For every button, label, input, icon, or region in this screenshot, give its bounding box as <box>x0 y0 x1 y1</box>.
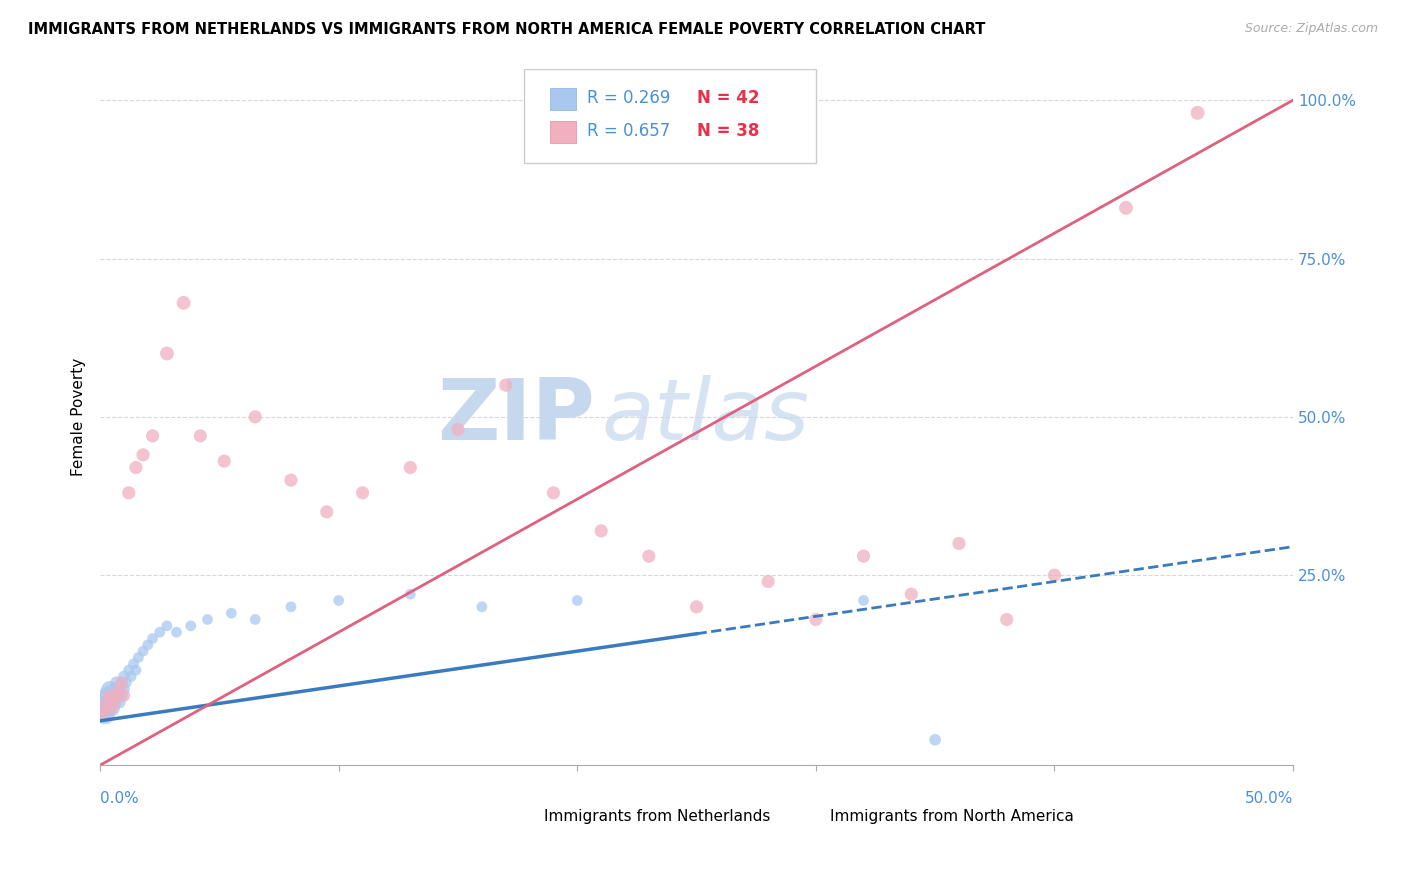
Point <box>112 689 135 703</box>
Point <box>804 613 827 627</box>
Point <box>685 599 707 614</box>
Point <box>127 650 149 665</box>
Text: R = 0.269: R = 0.269 <box>586 89 671 107</box>
Point <box>91 701 114 715</box>
Point <box>180 619 202 633</box>
Point <box>756 574 779 589</box>
Point <box>94 701 117 715</box>
Point <box>447 423 470 437</box>
Point <box>96 695 118 709</box>
Point <box>96 689 118 703</box>
Point <box>125 663 148 677</box>
Point <box>280 599 302 614</box>
Point <box>1043 568 1066 582</box>
FancyBboxPatch shape <box>792 807 823 827</box>
Point <box>543 486 565 500</box>
Point <box>900 587 922 601</box>
Point <box>567 593 589 607</box>
Point <box>315 505 337 519</box>
Point <box>101 689 124 703</box>
Point <box>637 549 659 564</box>
Point <box>188 429 211 443</box>
Point <box>132 448 155 462</box>
Text: N = 42: N = 42 <box>696 89 759 107</box>
Point <box>122 657 145 671</box>
FancyBboxPatch shape <box>523 69 815 162</box>
Point <box>136 638 159 652</box>
Point <box>1115 201 1137 215</box>
Point <box>1187 106 1209 120</box>
Point <box>245 409 267 424</box>
Point <box>91 707 114 722</box>
Point <box>166 625 188 640</box>
Point <box>156 619 179 633</box>
Point <box>495 378 517 392</box>
Text: atlas: atlas <box>602 376 808 458</box>
Point <box>108 682 131 697</box>
FancyBboxPatch shape <box>550 120 576 143</box>
Point <box>149 625 172 640</box>
Text: Immigrants from North America: Immigrants from North America <box>830 809 1074 824</box>
Y-axis label: Female Poverty: Female Poverty <box>72 358 86 476</box>
Point <box>212 454 235 468</box>
Point <box>142 632 165 646</box>
Point <box>98 695 121 709</box>
Point <box>591 524 613 538</box>
Point <box>105 689 128 703</box>
Point <box>103 695 125 709</box>
Point <box>118 486 141 500</box>
Point <box>852 549 875 564</box>
Text: Source: ZipAtlas.com: Source: ZipAtlas.com <box>1244 22 1378 36</box>
Point <box>110 689 132 703</box>
Point <box>471 599 494 614</box>
Point <box>852 593 875 607</box>
Point <box>115 675 138 690</box>
Point <box>112 669 135 683</box>
Point <box>328 593 350 607</box>
Point <box>197 613 219 627</box>
Text: ZIP: ZIP <box>437 376 595 458</box>
Point <box>173 296 195 310</box>
Point <box>105 689 128 703</box>
Point <box>399 460 422 475</box>
Point <box>103 695 125 709</box>
Point <box>108 682 131 697</box>
Point <box>101 701 124 715</box>
Point <box>105 675 128 690</box>
Point <box>103 682 125 697</box>
Text: Immigrants from Netherlands: Immigrants from Netherlands <box>544 809 770 824</box>
Point <box>118 663 141 677</box>
Point <box>110 675 132 690</box>
Point <box>924 732 946 747</box>
Point <box>96 701 118 715</box>
Point <box>110 675 132 690</box>
Point <box>245 613 267 627</box>
Point <box>98 689 121 703</box>
Point <box>132 644 155 658</box>
Point <box>142 429 165 443</box>
Point <box>120 669 142 683</box>
Text: 0.0%: 0.0% <box>100 791 139 806</box>
Text: N = 38: N = 38 <box>696 122 759 140</box>
Text: 50.0%: 50.0% <box>1244 791 1294 806</box>
Point <box>280 473 302 487</box>
Point <box>94 707 117 722</box>
Text: R = 0.657: R = 0.657 <box>586 122 671 140</box>
Point <box>98 682 121 697</box>
FancyBboxPatch shape <box>550 88 576 111</box>
Point <box>352 486 374 500</box>
Point <box>948 536 970 550</box>
Point <box>995 613 1018 627</box>
Point <box>101 701 124 715</box>
Point <box>94 695 117 709</box>
FancyBboxPatch shape <box>506 807 536 827</box>
Point <box>112 682 135 697</box>
Point <box>125 460 148 475</box>
Text: IMMIGRANTS FROM NETHERLANDS VS IMMIGRANTS FROM NORTH AMERICA FEMALE POVERTY CORR: IMMIGRANTS FROM NETHERLANDS VS IMMIGRANT… <box>28 22 986 37</box>
Point <box>108 695 131 709</box>
Point <box>221 606 243 620</box>
Point <box>399 587 422 601</box>
Point <box>156 346 179 360</box>
